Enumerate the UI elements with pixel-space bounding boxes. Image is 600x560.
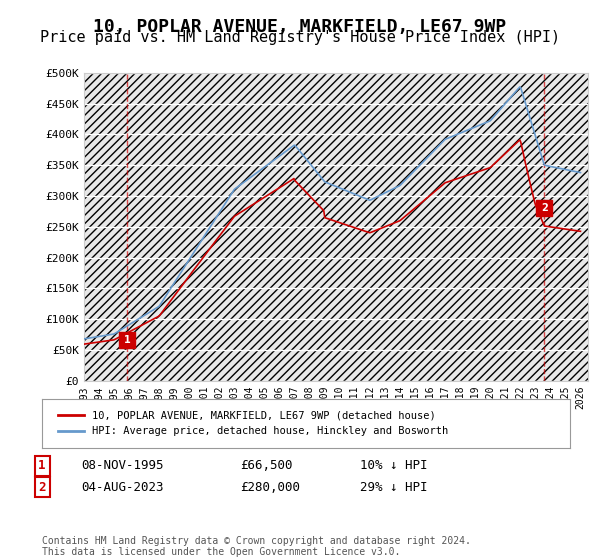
Text: 10, POPLAR AVENUE, MARKFIELD, LE67 9WP: 10, POPLAR AVENUE, MARKFIELD, LE67 9WP [94,18,506,36]
Legend: 10, POPLAR AVENUE, MARKFIELD, LE67 9WP (detached house), HPI: Average price, det: 10, POPLAR AVENUE, MARKFIELD, LE67 9WP (… [52,405,454,442]
Text: £66,500: £66,500 [240,459,293,473]
Text: Price paid vs. HM Land Registry's House Price Index (HPI): Price paid vs. HM Land Registry's House … [40,30,560,45]
Text: 2: 2 [38,480,46,494]
Text: 1: 1 [124,335,130,345]
Text: 04-AUG-2023: 04-AUG-2023 [81,480,163,494]
Text: 2: 2 [541,203,548,213]
Text: Contains HM Land Registry data © Crown copyright and database right 2024.
This d: Contains HM Land Registry data © Crown c… [42,535,471,557]
Text: 08-NOV-1995: 08-NOV-1995 [81,459,163,473]
Text: £280,000: £280,000 [240,480,300,494]
Text: 29% ↓ HPI: 29% ↓ HPI [360,480,427,494]
Text: 10% ↓ HPI: 10% ↓ HPI [360,459,427,473]
Text: 1: 1 [38,459,46,473]
